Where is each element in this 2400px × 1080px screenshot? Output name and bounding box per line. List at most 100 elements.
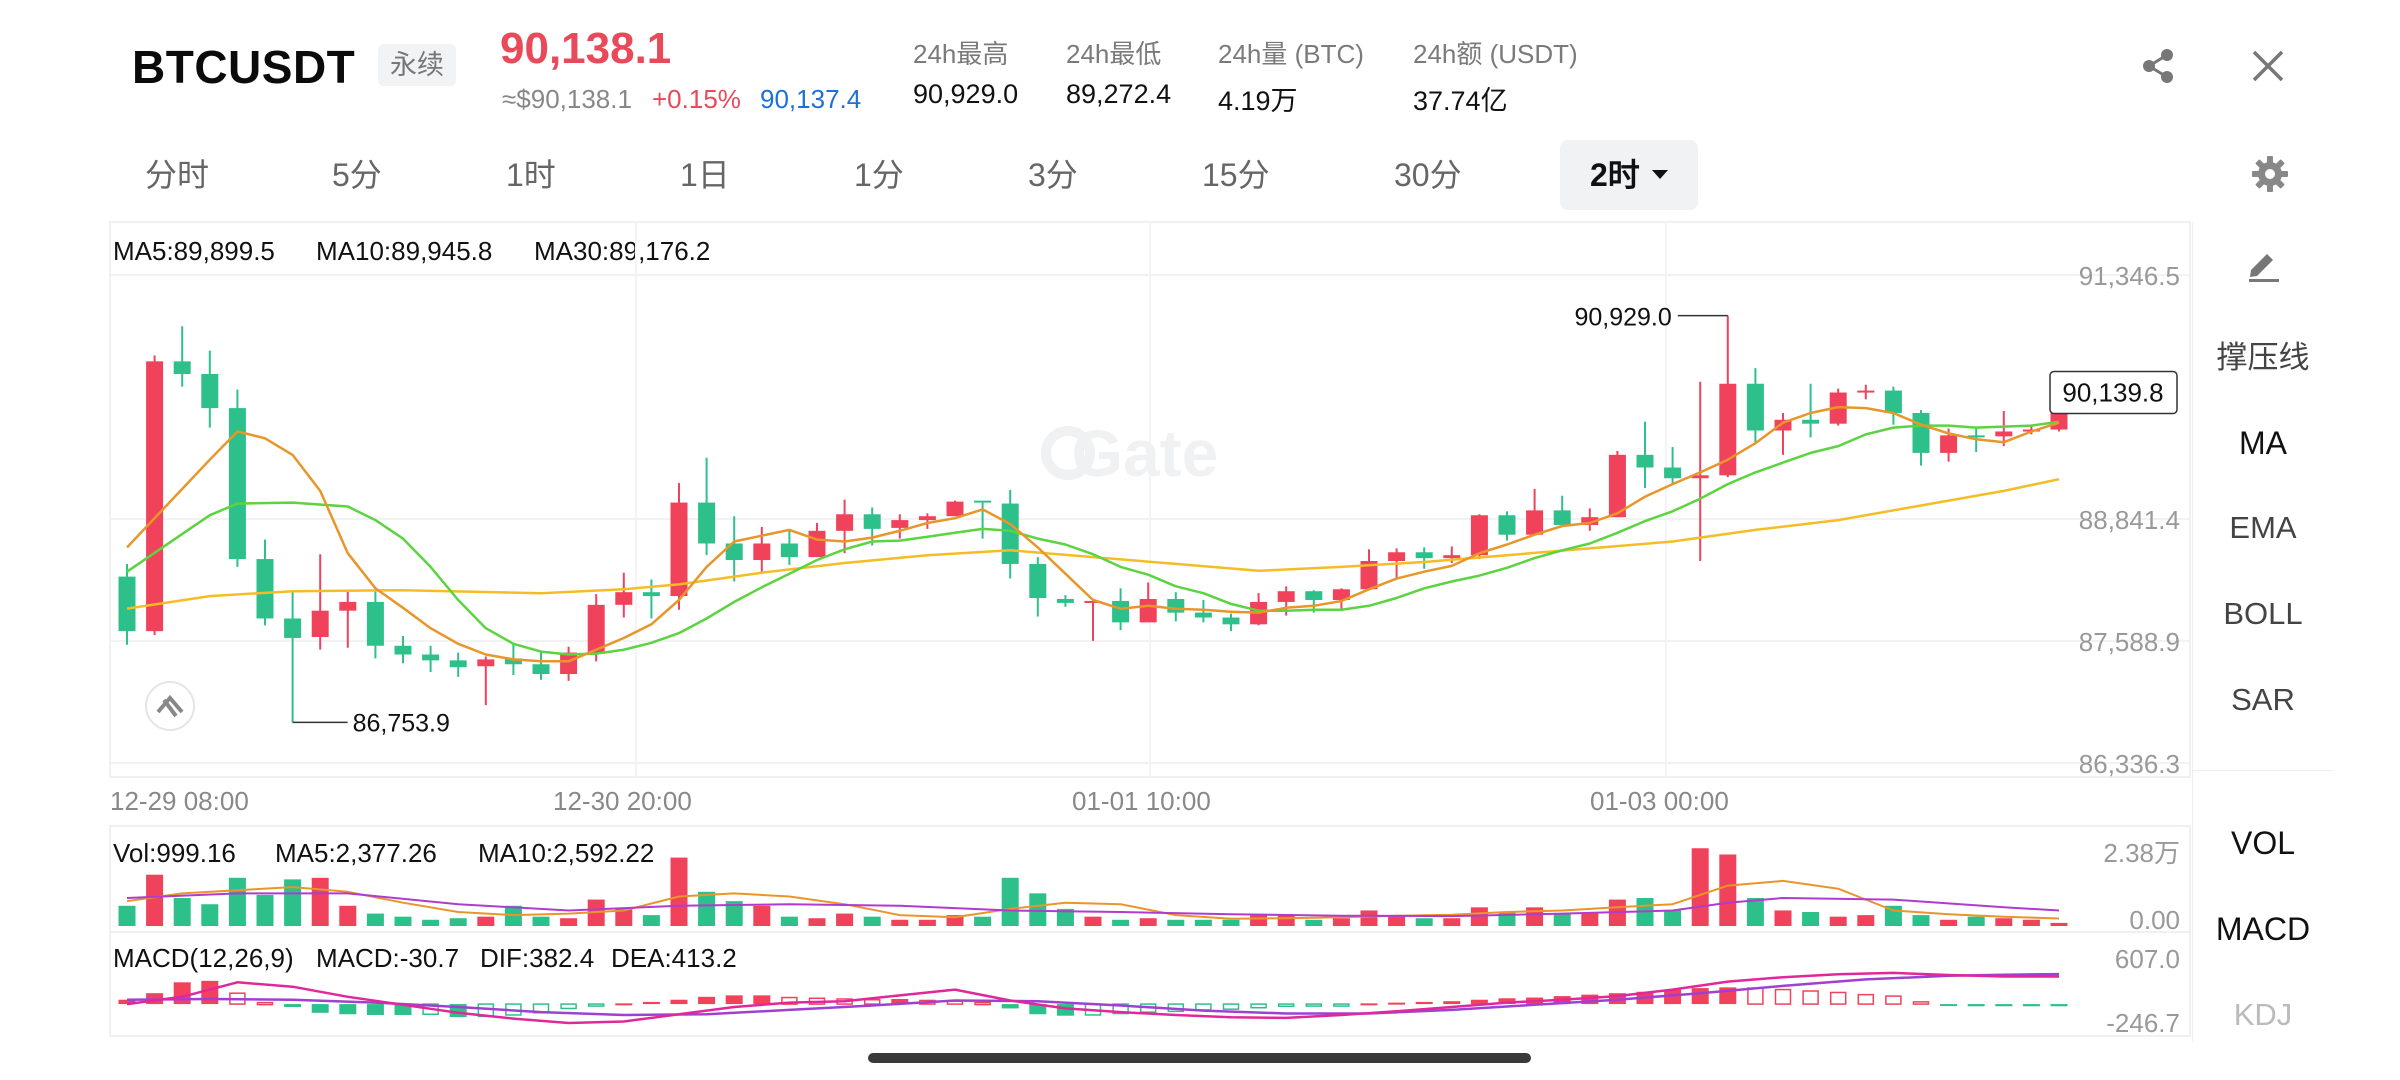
- macd-histogram-bar: [863, 998, 881, 1005]
- stat-label: 24h量 (BTC): [1218, 39, 1364, 69]
- candle-body: [753, 543, 771, 561]
- candle-body: [615, 592, 633, 605]
- candle-body: [780, 543, 798, 558]
- timeframe-tabs: 分时 5分 1时 1日 1分 3分 15分 30分 2时: [0, 140, 2400, 216]
- candle-body: [1691, 475, 1709, 479]
- reset-view-glyph: [156, 694, 184, 718]
- volume-bar: [1388, 916, 1406, 926]
- volume-bar: [1774, 910, 1792, 926]
- volume-bar: [1056, 908, 1074, 926]
- volume-bar: [339, 905, 357, 926]
- volume-bar: [836, 913, 854, 926]
- volume-bar: [1360, 910, 1378, 926]
- side-item-kdj[interactable]: KDJ: [2233, 997, 2293, 1032]
- candle-body: [1194, 612, 1212, 618]
- volume-bar: [753, 905, 771, 926]
- ma10-legend: MA10:89,945.8: [316, 236, 493, 266]
- volume-bar: [284, 879, 302, 926]
- volume-bar: [532, 916, 550, 926]
- dea-legend: DEA:413.2: [611, 943, 737, 973]
- vol-legend: Vol:999.16: [113, 838, 236, 868]
- tab-1m[interactable]: 1分: [854, 157, 904, 193]
- tab-1h[interactable]: 1时: [506, 157, 556, 193]
- candle-body: [1719, 383, 1737, 476]
- macd-histogram-bar: [1912, 1001, 1930, 1005]
- volume-bar: [173, 898, 191, 926]
- usd-equivalent-price: ≈$90,138.1: [502, 84, 632, 114]
- ma30-line: [126, 477, 2060, 610]
- volume-bar: [1139, 918, 1157, 926]
- volume-bar: [891, 919, 909, 926]
- x-tick-label: 01-01 10:00: [1072, 786, 1211, 816]
- volume-bar: [1277, 915, 1295, 926]
- candle-body: [1608, 454, 1626, 518]
- candle-body: [1636, 454, 1654, 468]
- candle-body: [1774, 419, 1792, 431]
- vol-ma5-line: [126, 879, 2060, 920]
- stat-24h-volume: 24h量 (BTC) 4.19万: [1218, 34, 1364, 118]
- macd-histogram-bar: [1360, 1003, 1378, 1006]
- candle-body: [670, 502, 688, 597]
- candle-body: [560, 652, 578, 675]
- volume-bar: [1084, 916, 1102, 926]
- side-item-macd[interactable]: MACD: [2215, 911, 2311, 947]
- macd-histogram-bar: [725, 995, 743, 1005]
- macd-histogram-bar: [1885, 995, 1902, 1005]
- macd-histogram-bar: [974, 1001, 991, 1006]
- candle-body: [725, 543, 743, 561]
- kline-chart[interactable]: Gate 91,346.5 88,841.4 87,588.9 86,336.3 12-2…: [0, 0, 2192, 1045]
- macd-histogram-bar: [1443, 1001, 1461, 1005]
- tab-30m[interactable]: 30分: [1394, 157, 1462, 193]
- tab-15m[interactable]: 15分: [1202, 157, 1270, 193]
- ma30-legend: MA30:89,176.2: [534, 236, 711, 266]
- tab-5m[interactable]: 5分: [332, 157, 382, 193]
- candle-body: [339, 601, 357, 611]
- tab-timeline[interactable]: 分时: [145, 157, 210, 193]
- stat-label: 24h额 (USDT): [1413, 39, 1578, 69]
- pencil-icon[interactable]: [2243, 244, 2283, 284]
- volume-bar: [1581, 913, 1599, 926]
- side-item-boll[interactable]: BOLL: [2223, 596, 2303, 631]
- candle-body: [836, 514, 854, 531]
- x-tick-label: 01-03 00:00: [1590, 786, 1729, 816]
- volume-bar: [918, 919, 936, 926]
- macd-histogram-bar: [201, 980, 219, 1005]
- macd-histogram-bar: [311, 1004, 329, 1013]
- side-item-vol[interactable]: VOL: [2230, 825, 2296, 861]
- volume-bar: [1691, 848, 1709, 926]
- macd-histogram-bar: [2050, 1004, 2068, 1007]
- tab-3m[interactable]: 3分: [1028, 157, 1078, 193]
- side-item-ma[interactable]: MA: [2239, 425, 2287, 461]
- candle-body: [974, 500, 992, 503]
- volume-bar: [1305, 919, 1323, 926]
- side-item-support-resistance[interactable]: 撑压线: [2216, 340, 2310, 375]
- last-price: 90,138.1: [500, 24, 672, 73]
- candle-body: [1967, 435, 1985, 438]
- volume-bar: [311, 877, 329, 926]
- candle-body: [1912, 412, 1930, 453]
- share-icon[interactable]: [2134, 42, 2182, 90]
- macd-histogram-bar: [1056, 1004, 1074, 1016]
- volume-bar: [256, 894, 274, 926]
- chevron-down-icon: [1651, 170, 1668, 180]
- macd-histogram-bar: [1664, 989, 1682, 1005]
- macd-histogram-bar: [1967, 1004, 1985, 1007]
- gear-icon[interactable]: [2250, 154, 2290, 194]
- macd-histogram-bar: [753, 995, 771, 1005]
- macd-histogram-bar: [1995, 1004, 2013, 1007]
- volume-bar: [146, 874, 164, 926]
- candle-body: [256, 559, 274, 619]
- side-item-ema[interactable]: EMA: [2229, 510, 2297, 545]
- macd-histogram-bar: [1112, 1003, 1129, 1015]
- volume-bar: [118, 905, 136, 926]
- side-item-sar[interactable]: SAR: [2231, 682, 2295, 717]
- tab-2h-dropdown[interactable]: 2时: [1560, 140, 1698, 210]
- tab-1d[interactable]: 1日: [680, 157, 730, 193]
- volume-bar: [1912, 915, 1930, 926]
- home-indicator: [868, 1053, 1531, 1063]
- side-divider: [2193, 770, 2333, 771]
- candle-body: [1029, 563, 1047, 599]
- symbol-title[interactable]: BTCUSDT: [132, 41, 356, 93]
- close-icon[interactable]: [2244, 42, 2292, 90]
- volume-bar: [477, 916, 495, 926]
